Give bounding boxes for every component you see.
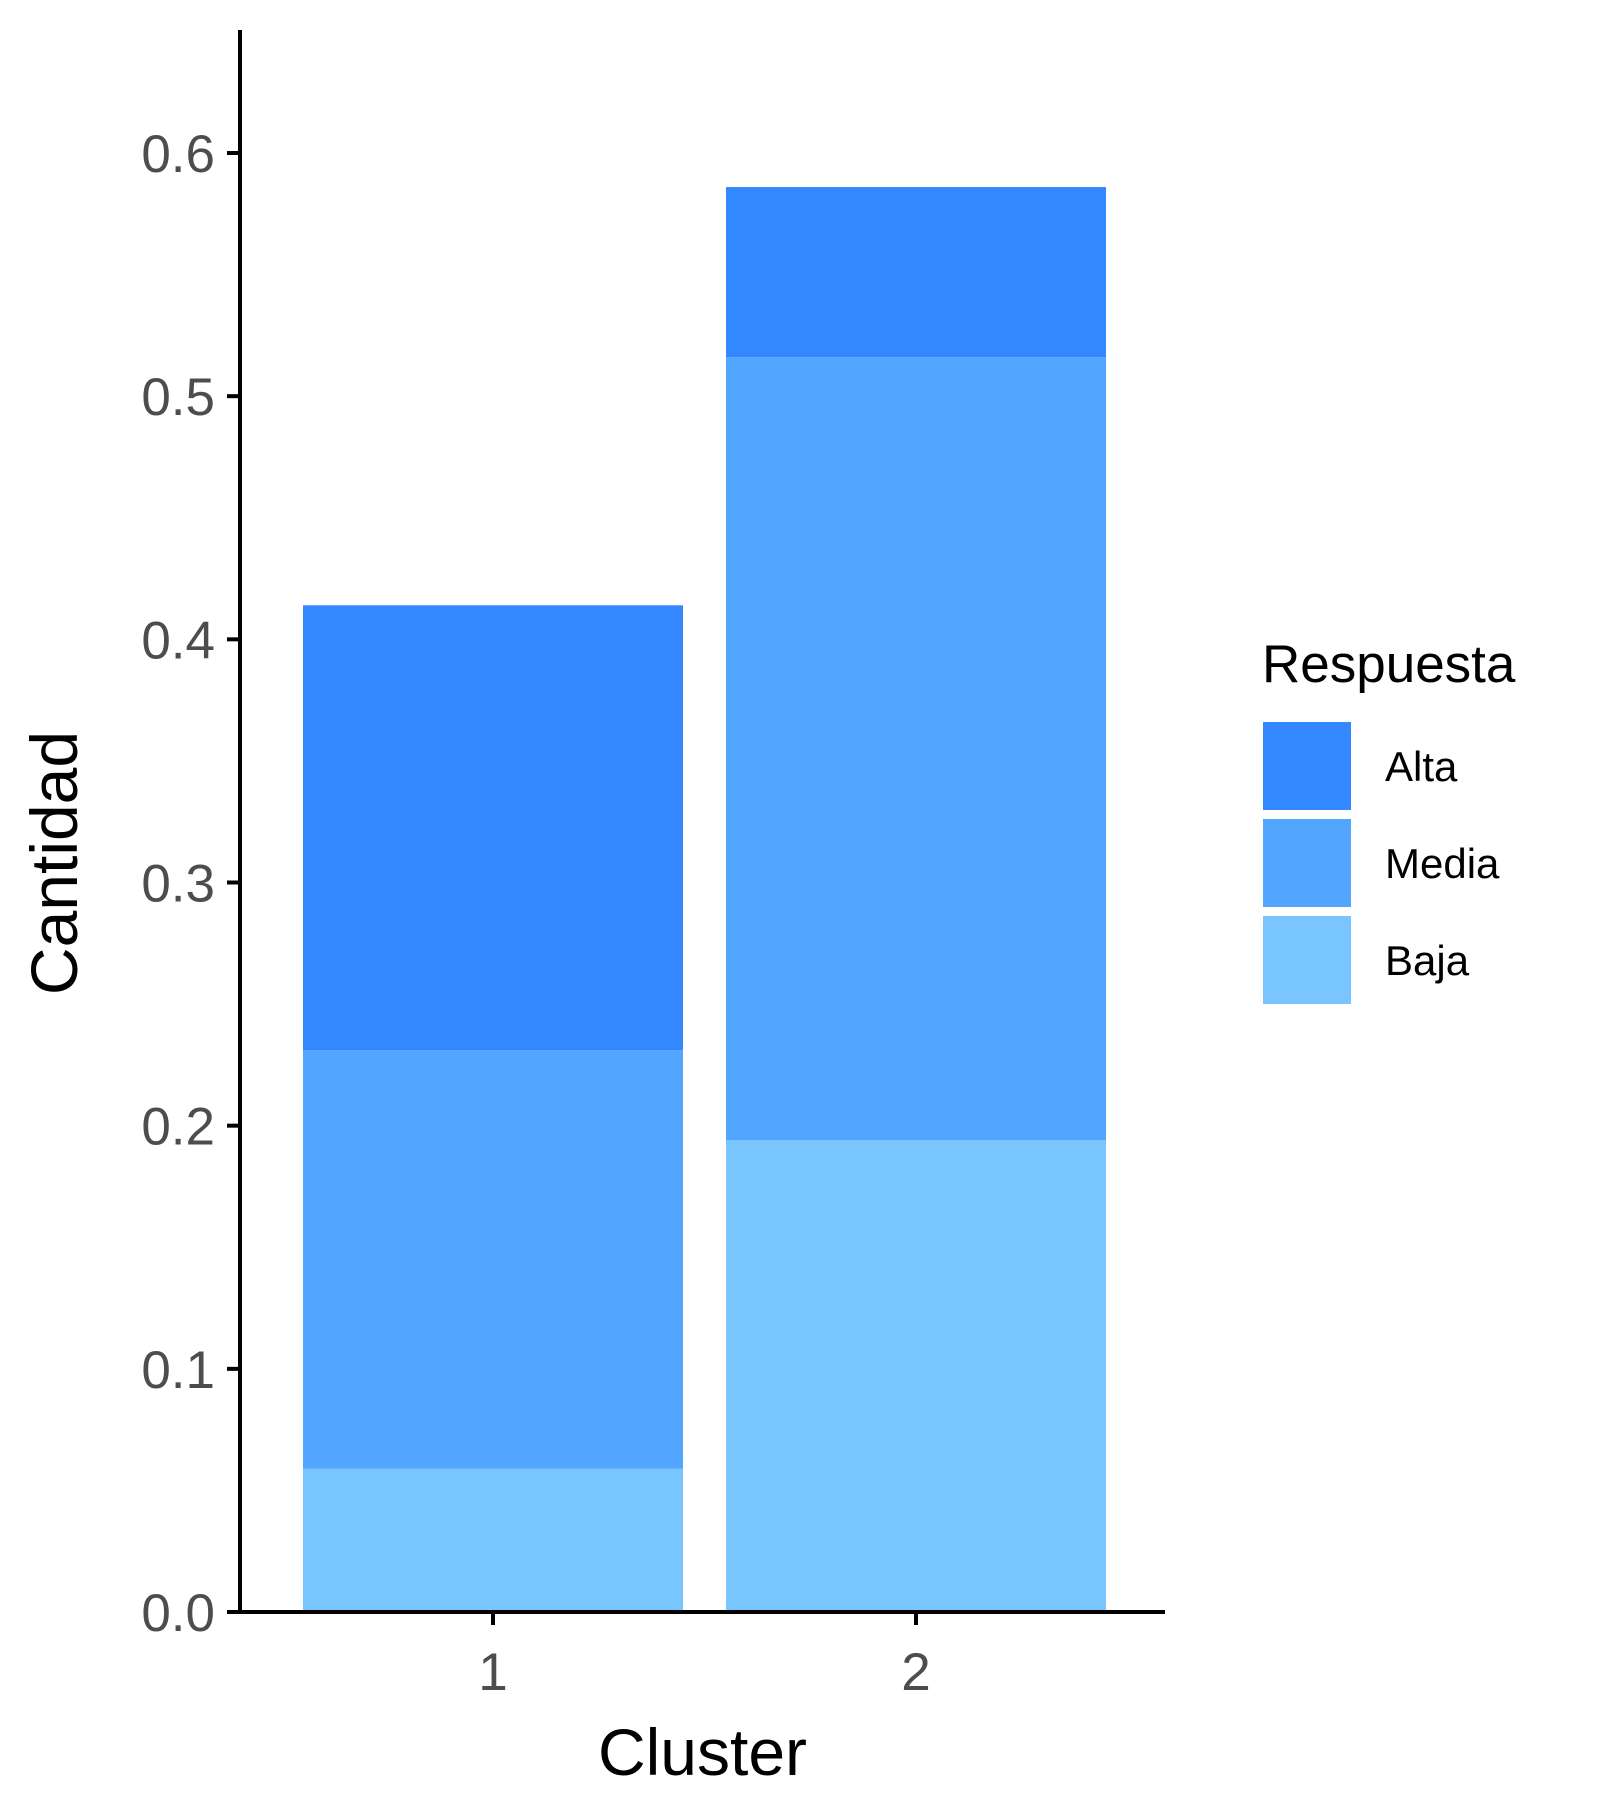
legend-label-alta: Alta (1385, 743, 1458, 790)
y-tick-label: 0.0 (141, 1584, 215, 1643)
axes-layer: 0.0 0.1 0.2 0.3 0.4 0.5 0.6 1 2 (141, 30, 1165, 1702)
y-tick-label: 0.4 (141, 611, 215, 670)
y-axis-title: Cantidad (17, 731, 91, 995)
bar-segment-media-cluster-2 (726, 357, 1106, 1141)
bar-segment-alta-cluster-1 (303, 605, 683, 1051)
y-tick-label: 0.1 (141, 1341, 215, 1400)
y-tick-label: 0.2 (141, 1098, 215, 1157)
bars-layer (303, 187, 1106, 1612)
legend-label-media: Media (1385, 840, 1500, 887)
legend-key-alta (1263, 722, 1351, 810)
y-tick-label: 0.6 (141, 125, 215, 184)
legend-title: Respuesta (1262, 635, 1516, 694)
x-tick-label: 1 (478, 1643, 507, 1702)
bar-segment-media-cluster-1 (303, 1050, 683, 1469)
y-tick-label: 0.5 (141, 368, 215, 427)
bar-segment-alta-cluster-2 (726, 187, 1106, 358)
x-tick-label: 2 (901, 1643, 930, 1702)
legend: Respuesta Alta Media Baja (1262, 635, 1516, 1004)
x-axis-title: Cluster (598, 1715, 807, 1789)
labels-layer: Cluster Cantidad (17, 731, 807, 1789)
legend-label-baja: Baja (1385, 937, 1470, 984)
bar-segment-baja-cluster-2 (726, 1140, 1106, 1612)
legend-key-baja (1263, 916, 1351, 1004)
y-tick-label: 0.3 (141, 855, 215, 914)
legend-key-media (1263, 819, 1351, 907)
bar-segment-baja-cluster-1 (303, 1468, 683, 1612)
